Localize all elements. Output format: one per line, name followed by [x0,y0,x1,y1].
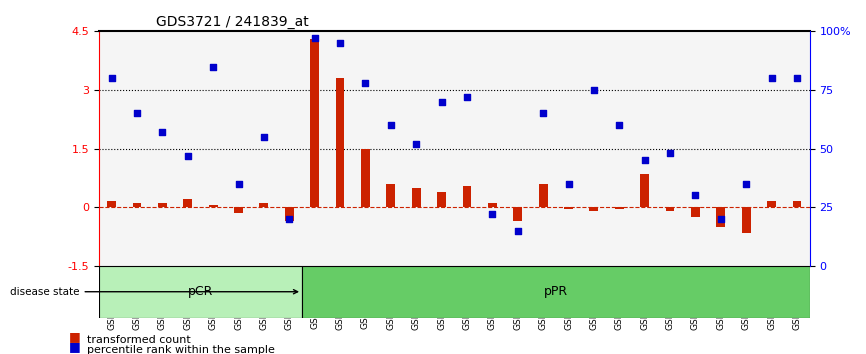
Point [637,158,651,163]
Bar [742,207,751,233]
Bar [184,199,192,207]
Point [765,75,779,81]
Bar [234,207,243,213]
Point [435,99,449,104]
Point [688,193,702,198]
FancyBboxPatch shape [302,266,810,318]
Bar [411,188,421,207]
Point [511,228,525,233]
Bar [716,207,725,227]
Point [231,181,245,187]
Text: pCR: pCR [188,285,213,298]
Bar [361,149,370,207]
Bar [209,205,217,207]
Point [486,211,500,217]
Point [307,36,321,41]
Text: pPR: pPR [544,285,568,298]
Bar [285,207,294,221]
Point [714,216,727,222]
Text: GDS3721 / 241839_at: GDS3721 / 241839_at [156,15,308,29]
Bar [488,203,497,207]
Point [790,75,804,81]
Text: percentile rank within the sample: percentile rank within the sample [87,346,275,354]
Text: disease state: disease state [10,287,298,297]
FancyBboxPatch shape [99,266,302,318]
Bar [640,174,650,207]
Point [587,87,601,93]
Point [181,153,195,159]
Bar [462,185,471,207]
Bar [691,207,700,217]
Bar [260,203,268,207]
Point [384,122,397,128]
Bar [437,192,446,207]
Point [282,216,296,222]
Bar [336,78,345,207]
Bar [615,207,624,209]
Point [410,141,423,147]
Point [740,181,753,187]
Text: transformed count: transformed count [87,335,191,345]
Bar [666,207,675,211]
Bar [386,184,395,207]
Point [130,110,144,116]
Bar [590,207,598,211]
Bar [767,201,776,207]
Point [155,129,169,135]
Point [536,110,550,116]
Point [257,134,271,140]
Point [612,122,626,128]
Bar [107,201,116,207]
Bar [514,207,522,221]
Bar [539,184,547,207]
Bar [792,201,801,207]
Bar [132,203,141,207]
Point [561,181,575,187]
Point [359,80,372,86]
Bar [158,203,167,207]
Text: ■: ■ [69,330,81,343]
Bar [310,39,319,207]
Bar [564,207,573,209]
Point [460,94,474,100]
Point [663,150,677,156]
Point [333,40,347,46]
Point [206,64,220,69]
Text: ■: ■ [69,341,81,353]
Point [105,75,119,81]
